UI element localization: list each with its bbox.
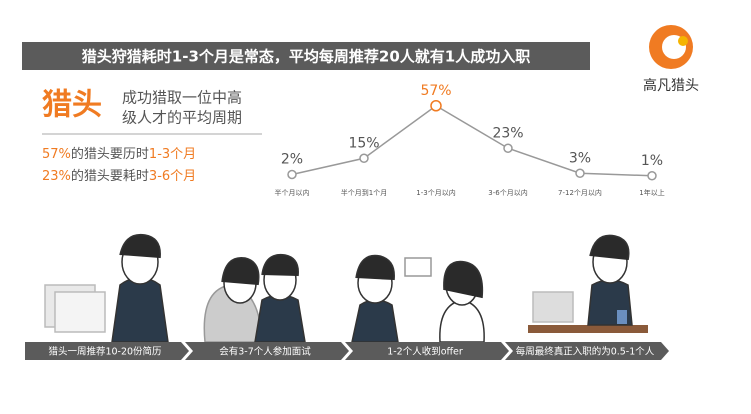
value-label: 1%	[641, 153, 663, 169]
step-label: 猎头一周推荐10-20份简历	[48, 346, 161, 358]
logo-dot	[678, 36, 688, 46]
x-tick-label: 3-6个月以内	[488, 188, 527, 197]
point	[287, 169, 297, 180]
fact-segment: 23%	[42, 169, 71, 184]
hair	[261, 253, 299, 277]
value-label: 2%	[281, 152, 303, 168]
fact-segment: 的猎头要历时	[71, 146, 149, 162]
fact-line: 57%的猎头要历时1-3个月	[42, 146, 196, 162]
banner	[22, 42, 590, 70]
step-arrow	[25, 342, 189, 360]
fact-segment: 57%	[42, 147, 71, 162]
banner-text: 猎头狩猎耗时1-3个月是常态，平均每周推荐20人就有1人成功入职	[82, 48, 530, 66]
headline-line: 级人才的平均周期	[122, 109, 242, 127]
point	[575, 168, 585, 178]
person	[254, 294, 306, 343]
step-label: 每周最终真正入职的为0.5-1个人	[516, 346, 655, 358]
x-tick-label: 1年以上	[639, 188, 664, 197]
hair	[589, 234, 630, 261]
line	[291, 104, 653, 177]
hair	[221, 256, 260, 286]
step-label: 1-2个人收到offer	[387, 346, 463, 358]
person	[111, 276, 169, 343]
x-tick-label: 半个月到1个月	[341, 188, 387, 197]
x-tick-label: 半个月以内	[275, 188, 310, 197]
step-arrow	[505, 342, 669, 360]
fact-segment: 1-3个月	[149, 147, 196, 162]
hair	[355, 254, 395, 281]
step-label: 会有3-7个人参加面试	[219, 346, 311, 358]
value-label: 57%	[420, 83, 451, 99]
value-label: 15%	[348, 135, 379, 151]
illustrations	[44, 233, 648, 343]
point	[359, 153, 369, 163]
resume	[54, 291, 106, 333]
point	[647, 171, 657, 181]
hair	[443, 260, 484, 299]
point	[503, 143, 513, 153]
headline-line: 成功猎取一位中高	[122, 89, 242, 107]
laptop	[532, 291, 574, 323]
fact-segment: 3-6个月	[149, 169, 196, 184]
headline-big: 猎头	[42, 88, 102, 123]
fact-segment: 的猎头要耗时	[71, 168, 149, 184]
desk	[528, 325, 648, 333]
cup	[617, 310, 627, 324]
hair	[119, 233, 161, 259]
logo-mark	[649, 25, 693, 69]
step-arrow	[185, 342, 349, 360]
x-tick-label: 7-12个月以内	[558, 188, 602, 197]
logo-text: 高凡猎头	[643, 77, 699, 94]
value-label: 23%	[492, 125, 523, 141]
step-arrow	[345, 342, 509, 360]
envelope	[404, 257, 432, 277]
value-label: 3%	[569, 150, 591, 166]
point	[430, 100, 442, 112]
x-tick-label: 1-3个月以内	[416, 188, 455, 197]
fact-line: 23%的猎头要耗时3-6个月	[42, 168, 196, 184]
